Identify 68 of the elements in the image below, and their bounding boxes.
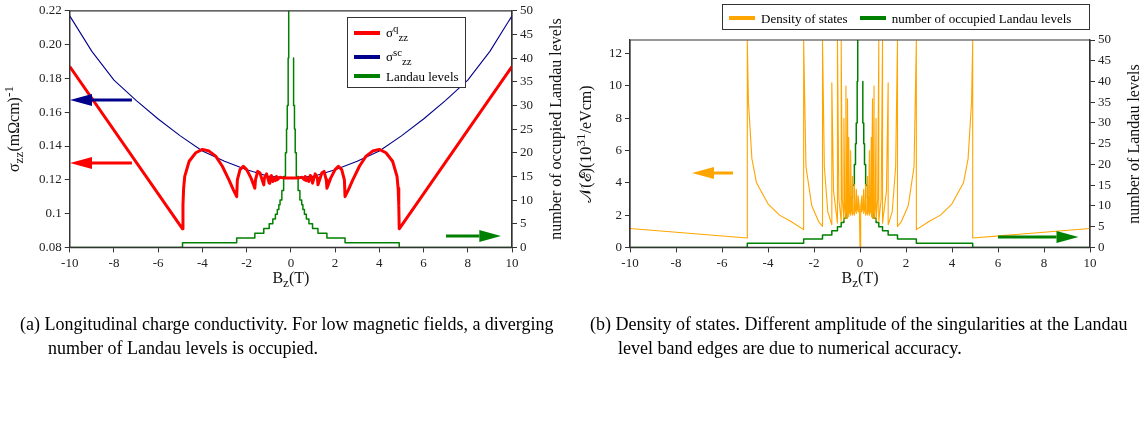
y2-tick-label: 40 bbox=[520, 49, 533, 65]
x-tick-label: -6 bbox=[716, 254, 728, 270]
x-tick-label: -4 bbox=[762, 254, 774, 270]
x-tick-label: -6 bbox=[152, 254, 165, 270]
x-axis-title: B$_{z}$(T) bbox=[272, 269, 310, 292]
x-tick-label: -8 bbox=[108, 254, 120, 270]
x-tick-label: -2 bbox=[808, 254, 820, 270]
y-tick-label: 0.18 bbox=[39, 69, 62, 85]
y2-tick-label: 0 bbox=[1098, 238, 1105, 254]
legend-label: Landau levels bbox=[386, 68, 459, 84]
text: (b) Density of states. Different amplitude of the singularities at the Landau level band edges are due to numerical accuracy. bbox=[590, 313, 1129, 360]
x-tick-label: 4 bbox=[376, 254, 384, 270]
x-tick-label: 4 bbox=[948, 254, 956, 270]
x-tick-label: 10 bbox=[505, 254, 519, 270]
x-tick-label: 2 bbox=[331, 254, 339, 270]
y2-tick-label: 25 bbox=[1098, 135, 1111, 151]
y2-tick-label: 5 bbox=[520, 215, 527, 231]
y-tick-label: 2 bbox=[615, 206, 622, 222]
legend-label: Density of states bbox=[761, 10, 848, 26]
y2-tick-label: 40 bbox=[1098, 72, 1111, 88]
y-tick-label: 0.1 bbox=[45, 205, 62, 221]
y2-tick-label: 45 bbox=[520, 25, 533, 41]
x-axis-title: B$_{z}$(T) bbox=[841, 269, 879, 292]
y2-tick-label: 10 bbox=[520, 191, 533, 207]
y2-tick-label: 10 bbox=[1098, 197, 1111, 213]
x-tick-label: 6 bbox=[420, 254, 428, 270]
y-tick-label: 0 bbox=[615, 238, 622, 254]
y-tick-label: 6 bbox=[615, 141, 623, 157]
x-tick-label: -8 bbox=[670, 254, 682, 270]
x-tick-label: 0 bbox=[287, 254, 295, 270]
y-tick-label: 0.14 bbox=[39, 137, 63, 153]
x-tick-label: -4 bbox=[197, 254, 209, 270]
x-tick-label: -2 bbox=[241, 254, 253, 270]
y2-tick-label: 15 bbox=[520, 167, 533, 183]
x-tick-label: 10 bbox=[1083, 254, 1097, 270]
y-tick-label: 4 bbox=[615, 174, 623, 190]
y-tick-label: 0.12 bbox=[39, 171, 62, 187]
x-tick-label: 2 bbox=[902, 254, 910, 270]
legend-label: number of occupied Landau levels bbox=[891, 10, 1072, 26]
x-tick-label: -10 bbox=[621, 254, 639, 270]
x-tick-label: 8 bbox=[464, 254, 472, 270]
y-tick-label: 10 bbox=[609, 77, 622, 93]
x-tick-label: 0 bbox=[856, 254, 864, 270]
y2-tick-label: 30 bbox=[520, 96, 533, 112]
x-tick-label: 8 bbox=[1040, 254, 1048, 270]
y-tick-label: 12 bbox=[609, 45, 622, 61]
y-tick-label: 0.22 bbox=[39, 2, 62, 18]
y2-tick-label: 35 bbox=[1098, 93, 1111, 109]
y2-tick-label: 30 bbox=[1098, 114, 1111, 130]
y2-tick-label: 35 bbox=[520, 73, 533, 89]
y2-tick-label: 50 bbox=[520, 2, 533, 18]
y2-tick-label: 25 bbox=[520, 120, 533, 136]
x-tick-label: 6 bbox=[994, 254, 1002, 270]
y-tick-label: 0.16 bbox=[39, 103, 63, 119]
y2-tick-label: 15 bbox=[1098, 176, 1111, 192]
y-tick-label: 8 bbox=[615, 109, 622, 125]
y2-axis-title: number of occupied Landau levels bbox=[547, 18, 565, 240]
y2-tick-label: 45 bbox=[1098, 52, 1111, 68]
y2-tick-label: 5 bbox=[1098, 218, 1105, 234]
y-tick-label: 0.20 bbox=[39, 36, 62, 52]
y-tick-label: 0.08 bbox=[39, 238, 62, 254]
y2-axis-title: number of Landau levels bbox=[1125, 63, 1143, 224]
text: (a) Longitudinal charge conductivity. For low magnetic fields, a diverging number of Landau levels is occupied. bbox=[20, 313, 555, 360]
x-tick-label: -10 bbox=[61, 254, 79, 270]
y2-tick-label: 0 bbox=[520, 238, 527, 254]
y2-tick-label: 20 bbox=[520, 144, 533, 160]
y2-tick-label: 50 bbox=[1098, 31, 1111, 47]
y2-tick-label: 20 bbox=[1098, 155, 1111, 171]
